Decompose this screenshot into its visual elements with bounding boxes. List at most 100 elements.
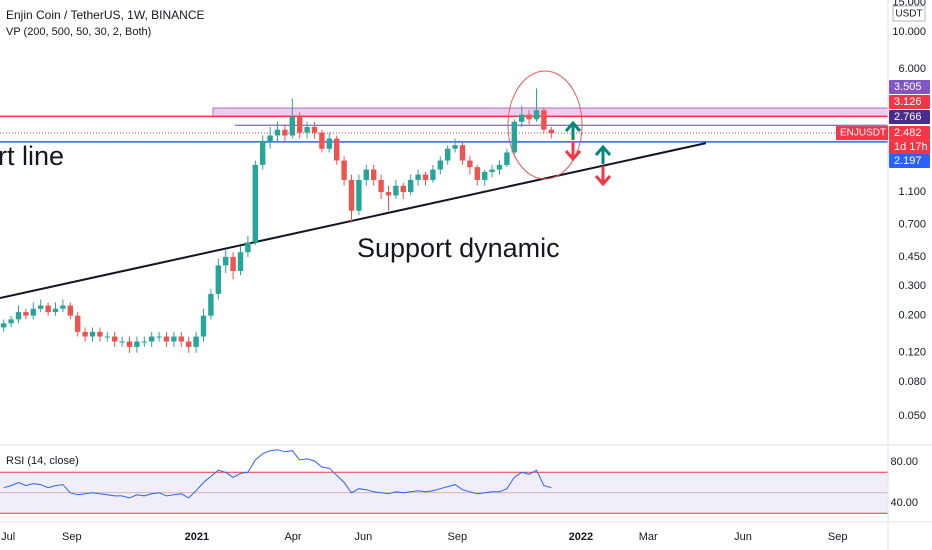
price-label-bg xyxy=(889,80,930,95)
annotation: Support dynamic xyxy=(357,233,560,263)
candle-body xyxy=(385,192,392,196)
price-label: 2.482 xyxy=(894,127,922,139)
y-tick-label: 0.700 xyxy=(898,219,926,231)
y-tick-label: 0.200 xyxy=(898,310,926,322)
candle-body xyxy=(237,252,244,272)
candle-body xyxy=(496,164,503,170)
x-tick-label: 2022 xyxy=(569,531,593,543)
candle-body xyxy=(371,169,377,180)
candle-body xyxy=(260,141,266,165)
candle-body xyxy=(252,164,258,243)
x-tick-label: 2021 xyxy=(185,531,209,543)
countdown: 1d 17h xyxy=(894,141,928,153)
candle-body xyxy=(178,336,184,342)
candle-body xyxy=(526,114,532,120)
price-zone xyxy=(212,107,889,117)
candle-body xyxy=(8,319,14,324)
y-tick-label: 1.100 xyxy=(898,186,926,198)
rsi-line xyxy=(3,449,552,499)
candle-body xyxy=(311,126,318,133)
candle-body xyxy=(452,145,458,149)
candle-body xyxy=(459,145,466,161)
candle-body xyxy=(489,169,495,173)
down-arrow xyxy=(564,142,582,162)
rsi-tick-label: 40.00 xyxy=(890,497,918,509)
candle-body xyxy=(97,331,103,337)
candle-body xyxy=(289,116,295,136)
rsi-pane xyxy=(0,449,888,514)
candle-body xyxy=(126,341,133,347)
countdown-bg xyxy=(889,140,930,155)
unit-label: USDT xyxy=(895,9,922,20)
candle-body xyxy=(363,169,369,180)
candle-body xyxy=(89,331,96,337)
candle-body xyxy=(112,336,118,342)
candle-body xyxy=(82,331,88,337)
candle-body xyxy=(67,305,73,316)
candle-body xyxy=(400,185,406,193)
price-label-bg xyxy=(889,126,930,141)
candle-body xyxy=(119,341,125,343)
x-tick-label: Sep xyxy=(828,531,848,543)
chart-title: Enjin Coin / TetherUS, 1W, BINANCE xyxy=(6,8,205,22)
price-label-bg xyxy=(889,154,930,169)
indicator-label: VP (200, 500, 50, 30, 2, Both) xyxy=(6,26,151,38)
candle-body xyxy=(60,305,66,309)
candle-body xyxy=(326,138,332,149)
candle-body xyxy=(319,132,325,149)
candle-body xyxy=(548,129,554,134)
price-label: 2.766 xyxy=(894,111,922,123)
y-tick-label: 0.450 xyxy=(898,251,926,263)
candle-body xyxy=(30,308,36,316)
candle-body xyxy=(415,174,421,180)
price-label: 2.197 xyxy=(894,155,922,167)
y-tick-label: 0.080 xyxy=(898,376,926,388)
candle-body xyxy=(533,110,540,120)
candle-body xyxy=(334,138,340,161)
candle-body xyxy=(511,121,517,153)
candle-body xyxy=(23,312,29,316)
candle-body xyxy=(200,315,207,337)
x-tick-label: Sep xyxy=(62,531,82,543)
price-label: 3.126 xyxy=(894,96,922,108)
candle-body xyxy=(223,256,229,266)
candle-body xyxy=(171,336,177,342)
candle-body xyxy=(45,305,51,313)
candle-body xyxy=(445,148,451,161)
candle-body xyxy=(282,129,288,136)
x-tick-label: Jun xyxy=(734,531,752,543)
candle-body xyxy=(519,114,525,122)
candle-body xyxy=(541,110,547,130)
candle-body xyxy=(38,305,44,309)
y-tick-label: 0.120 xyxy=(898,347,926,359)
candle-body xyxy=(104,336,110,338)
up-arrow xyxy=(594,144,612,164)
trendline xyxy=(0,142,707,300)
candle-body xyxy=(356,179,362,211)
candle-body xyxy=(267,135,273,142)
candle-body xyxy=(163,336,170,342)
candle-body xyxy=(430,169,436,180)
candle-body xyxy=(193,336,199,347)
x-tick-label: Apr xyxy=(284,531,301,543)
symbol-label: ENJUSDT xyxy=(840,128,886,139)
annotation: rt line xyxy=(0,141,64,171)
y-tick-label: 6.000 xyxy=(898,63,926,75)
candle-body xyxy=(378,179,384,193)
candle-body xyxy=(467,160,473,168)
y-tick-label: 0.050 xyxy=(898,410,926,422)
candle-body xyxy=(186,341,192,347)
price-label-bg xyxy=(889,95,930,110)
rsi-title: RSI (14, close) xyxy=(6,455,79,467)
candle-body xyxy=(75,315,81,332)
candle-body xyxy=(52,308,59,313)
candle-body xyxy=(504,152,510,165)
x-tick-label: Mar xyxy=(639,531,658,543)
candle-body xyxy=(245,242,251,253)
candle-body xyxy=(149,336,155,342)
candle-body xyxy=(393,185,399,196)
candle-body xyxy=(208,293,214,316)
candle-body xyxy=(141,341,147,343)
